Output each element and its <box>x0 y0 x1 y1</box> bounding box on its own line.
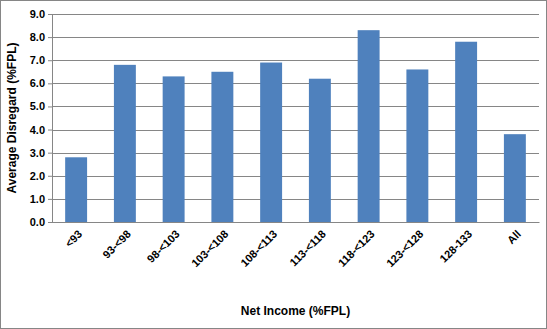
y-axis-line <box>52 15 53 223</box>
y-tick-mark <box>48 222 52 223</box>
x-tick-label: 98-<103 <box>145 228 182 265</box>
x-tick-label: 113-<118 <box>287 228 328 269</box>
y-tick-label: 7.0 <box>30 54 45 66</box>
y-tick: 3.0 <box>30 147 52 159</box>
y-tick-mark <box>48 14 52 15</box>
y-tick: 8.0 <box>30 31 52 43</box>
y-tick-label: 4.0 <box>30 124 45 136</box>
x-tick: 98-<103 <box>145 228 182 265</box>
y-tick: 6.0 <box>30 77 52 89</box>
bar <box>65 157 87 222</box>
grid-line <box>52 14 539 15</box>
x-tick-label: 108-<113 <box>238 228 279 269</box>
x-tick-label: 123-<128 <box>384 228 426 270</box>
y-tick-label: 9.0 <box>30 8 45 20</box>
y-tick: 4.0 <box>30 124 52 136</box>
bar <box>455 42 477 222</box>
y-tick: 1.0 <box>30 193 52 205</box>
y-tick-mark <box>48 153 52 154</box>
bar <box>406 69 428 222</box>
y-tick-mark <box>48 176 52 177</box>
x-tick-label: <93 <box>63 228 85 250</box>
y-tick-label: 2.0 <box>30 170 45 182</box>
x-tick-label: All <box>505 228 523 246</box>
x-tick: 128-133 <box>437 228 474 265</box>
y-tick: 5.0 <box>30 100 52 112</box>
plot: 0.0 1.0 2.0 3.0 4.0 5.0 6.0 7.0 8.0 9.0 <93 93-<98 9… <box>30 8 540 269</box>
y-tick-label: 1.0 <box>30 193 45 205</box>
grid <box>52 15 539 223</box>
x-tick-label: 128-133 <box>437 228 474 265</box>
y-tick: 9.0 <box>30 8 52 20</box>
grid-line <box>52 37 539 38</box>
y-tick-label: 8.0 <box>30 31 45 43</box>
x-tick: 108-<113 <box>238 228 279 269</box>
x-axis: <93 93-<98 98-<103103-<108108-<113113-<118… <box>53 223 540 270</box>
x-tick: 113-<118 <box>287 228 328 269</box>
bar <box>114 65 136 222</box>
bars <box>65 30 526 222</box>
y-tick-label: 0.0 <box>30 216 45 228</box>
y-tick-mark <box>48 37 52 38</box>
bar <box>358 30 380 222</box>
chart: 0.0 1.0 2.0 3.0 4.0 5.0 6.0 7.0 8.0 9.0 <93 93-<98 9… <box>0 0 547 329</box>
x-tick-label: 103-<108 <box>189 228 231 270</box>
bar <box>260 63 282 222</box>
bar <box>211 72 233 222</box>
y-tick-mark <box>48 83 52 84</box>
y-tick-label: 3.0 <box>30 147 45 159</box>
y-tick-mark <box>48 130 52 131</box>
x-tick: 123-<128 <box>384 228 426 270</box>
x-tick: 93-<98 <box>100 228 133 261</box>
y-tick-label: 6.0 <box>30 77 45 89</box>
y-tick: 7.0 <box>30 54 52 66</box>
y-tick-mark <box>48 106 52 107</box>
y-axis: 0.0 1.0 2.0 3.0 4.0 5.0 6.0 7.0 8.0 9.0 <box>30 8 53 228</box>
bar <box>504 134 526 222</box>
bar <box>163 76 185 222</box>
y-tick-label: 5.0 <box>30 100 45 112</box>
x-tick-label: 93-<98 <box>100 228 133 261</box>
x-tick: All <box>505 228 523 246</box>
grid-line <box>52 222 539 223</box>
chart-border <box>1 1 547 329</box>
y-tick: 2.0 <box>30 170 52 182</box>
x-tick-label: 118-<123 <box>336 228 377 269</box>
y-tick-mark <box>48 60 52 61</box>
x-axis-line <box>53 222 540 223</box>
x-axis-title: Net Income (%FPL) <box>241 304 350 318</box>
x-tick: 118-<123 <box>336 228 377 269</box>
x-tick: 103-<108 <box>189 228 231 270</box>
y-tick: 0.0 <box>30 216 52 228</box>
y-tick-mark <box>48 199 52 200</box>
bar <box>309 79 331 222</box>
x-tick: <93 <box>63 228 85 250</box>
y-axis-title: Average Disregard (%FPL) <box>5 43 19 194</box>
